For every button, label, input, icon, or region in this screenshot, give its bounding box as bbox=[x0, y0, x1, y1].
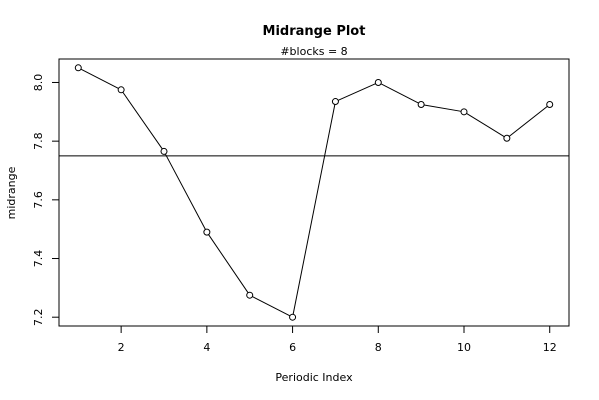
chart-subtitle: #blocks = 8 bbox=[280, 45, 347, 58]
x-tick-label: 2 bbox=[118, 341, 125, 354]
plot-area bbox=[58, 58, 570, 327]
series-line bbox=[80, 68, 548, 317]
y-axis: 7.2 7.4 7.6 7.8 8.0 bbox=[32, 74, 59, 326]
x-tick-label: 6 bbox=[289, 341, 296, 354]
data-point bbox=[417, 100, 425, 108]
data-points bbox=[74, 64, 554, 321]
x-tick-label: 10 bbox=[457, 341, 471, 354]
x-tick-label: 4 bbox=[203, 341, 210, 354]
data-point bbox=[331, 98, 339, 106]
x-axis-label: Periodic Index bbox=[275, 371, 353, 384]
data-point bbox=[203, 228, 211, 236]
y-tick-label: 7.2 bbox=[32, 308, 45, 326]
x-tick-label: 8 bbox=[375, 341, 382, 354]
y-tick-label: 7.4 bbox=[32, 250, 45, 268]
data-point bbox=[117, 86, 125, 94]
data-point bbox=[289, 313, 297, 321]
x-tick-label: 12 bbox=[543, 341, 557, 354]
y-tick-label: 8.0 bbox=[32, 74, 45, 92]
data-point bbox=[160, 147, 168, 155]
data-point bbox=[503, 134, 511, 142]
data-point bbox=[546, 100, 554, 108]
y-axis-label: midrange bbox=[5, 166, 18, 219]
y-tick-label: 7.8 bbox=[32, 132, 45, 150]
data-point bbox=[74, 64, 82, 72]
x-axis: 2 4 6 8 10 12 bbox=[118, 326, 557, 354]
data-point bbox=[246, 291, 254, 299]
chart-title: Midrange Plot bbox=[263, 24, 366, 39]
y-tick-label: 7.6 bbox=[32, 191, 45, 209]
data-point bbox=[374, 78, 382, 86]
data-point bbox=[460, 108, 468, 116]
